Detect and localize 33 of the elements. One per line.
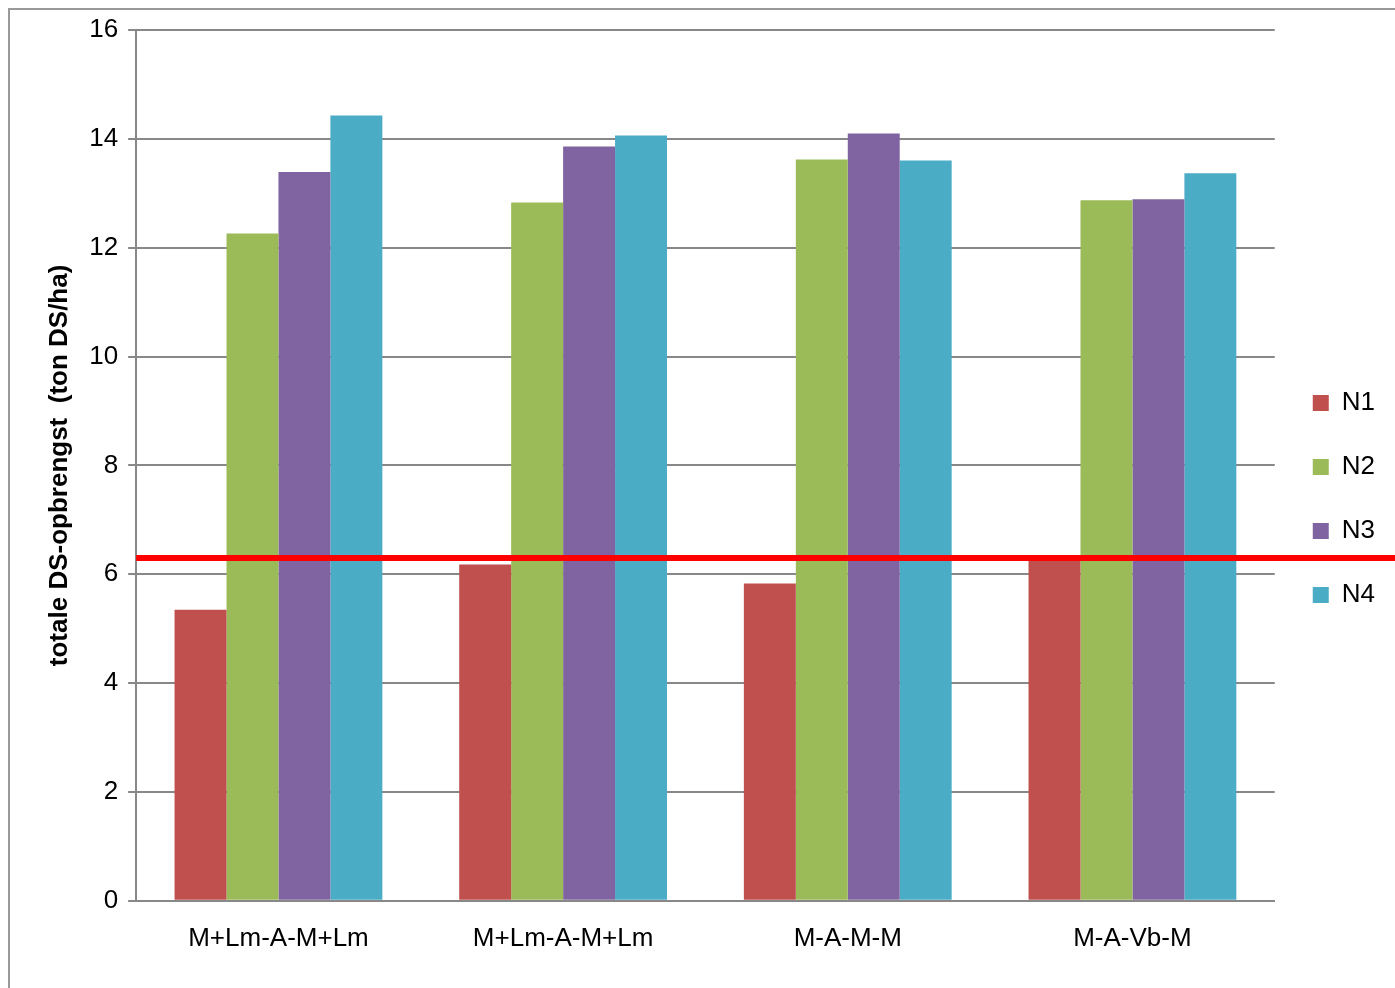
bar bbox=[563, 146, 616, 900]
bar bbox=[795, 159, 848, 900]
legend-label: N4 bbox=[1341, 578, 1376, 609]
y-tick-label: 4 bbox=[103, 666, 119, 697]
y-tick-label: 0 bbox=[103, 883, 119, 914]
bar bbox=[899, 160, 952, 900]
bar bbox=[847, 133, 900, 900]
y-tick-label: 2 bbox=[103, 775, 119, 806]
x-tick-label: M+Lm-A-M+Lm bbox=[472, 921, 654, 952]
bar bbox=[278, 172, 331, 900]
x-tick-label: M-A-M-M bbox=[793, 921, 902, 952]
legend-label: N2 bbox=[1341, 450, 1376, 481]
bar bbox=[615, 135, 668, 900]
bar bbox=[330, 115, 383, 900]
bar bbox=[511, 202, 564, 900]
bar bbox=[459, 564, 512, 900]
y-axis-title: totale DS-opbrengst (ton DS/ha) bbox=[42, 264, 73, 667]
y-tick-label: 16 bbox=[89, 13, 119, 44]
x-tick-label: M+Lm-A-M+Lm bbox=[188, 921, 369, 952]
x-tick-label: M-A-Vb-M bbox=[1073, 921, 1192, 952]
y-tick-label: 10 bbox=[89, 339, 119, 370]
bar bbox=[174, 609, 227, 900]
bar bbox=[226, 233, 279, 900]
bar bbox=[1132, 199, 1185, 900]
legend-label: N3 bbox=[1341, 514, 1376, 545]
y-tick-label: 14 bbox=[89, 122, 119, 153]
legend-label: N1 bbox=[1341, 386, 1376, 417]
bar bbox=[1184, 173, 1237, 900]
y-tick-label: 12 bbox=[89, 230, 119, 261]
y-tick-label: 6 bbox=[103, 557, 119, 588]
y-tick-label: 8 bbox=[103, 448, 119, 479]
bar bbox=[743, 583, 796, 900]
bar bbox=[1080, 200, 1133, 900]
